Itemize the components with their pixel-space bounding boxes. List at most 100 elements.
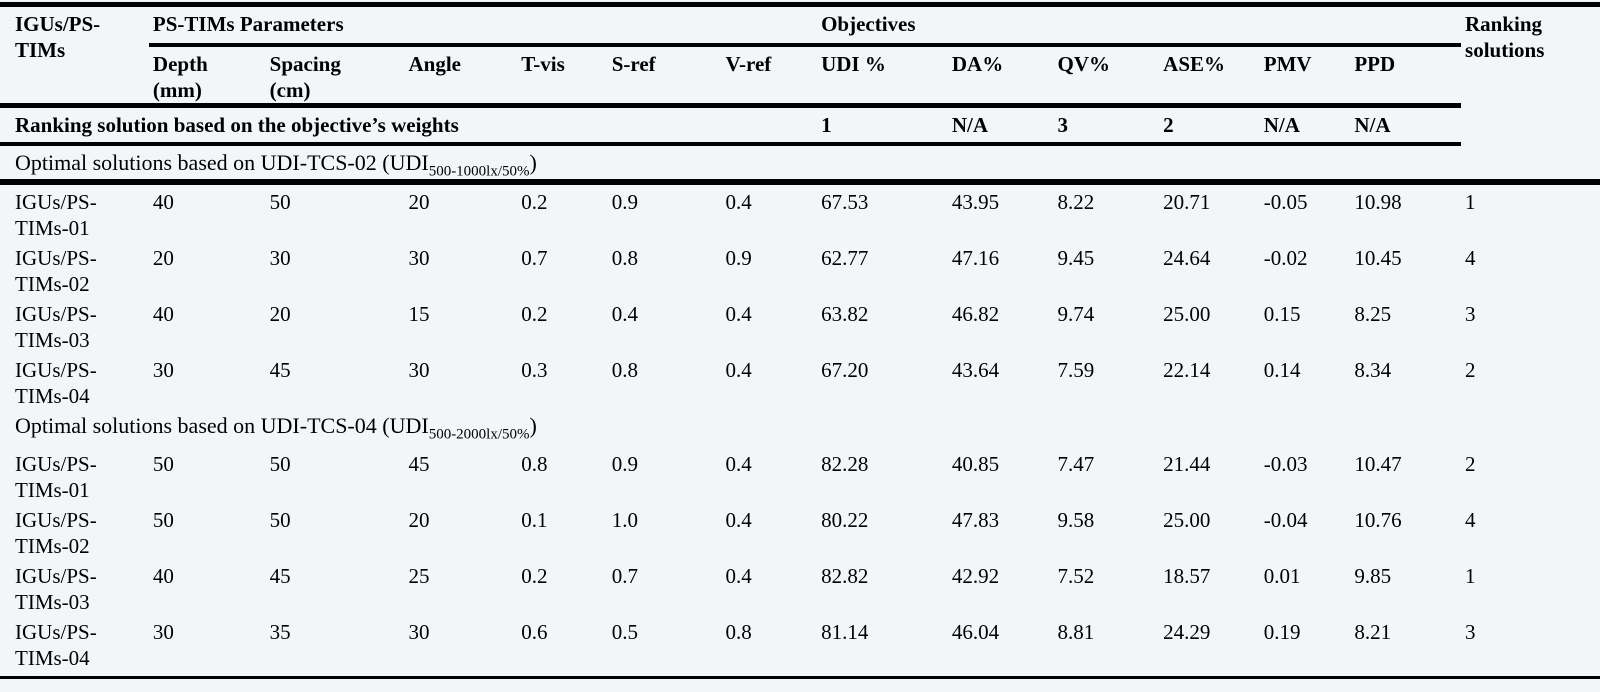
objective-value: 9.85 bbox=[1354, 564, 1392, 588]
param-value: 0.8 bbox=[611, 358, 638, 382]
param-value: 0.4 bbox=[725, 190, 752, 214]
objective-value: -0.05 bbox=[1263, 190, 1308, 214]
objective-value: 8.22 bbox=[1057, 190, 1095, 214]
param-value: 30 bbox=[408, 358, 430, 382]
param-value: 0.9 bbox=[611, 190, 638, 214]
param-value: 50 bbox=[269, 508, 291, 532]
weight-pmv: N/A bbox=[1259, 105, 1351, 146]
objective-value: 10.47 bbox=[1354, 452, 1402, 476]
rank-value: 3 bbox=[1465, 302, 1476, 326]
weights-row-ranking-spacer bbox=[1461, 105, 1600, 144]
param-value: 0.8 bbox=[721, 615, 818, 679]
rank-value: 2 bbox=[1465, 358, 1476, 382]
objective-value: 24.29 bbox=[1159, 615, 1260, 679]
row-name: IGUs/PS- TIMs-04 bbox=[15, 358, 97, 408]
col-header-t-vis: T-vis bbox=[517, 44, 608, 108]
header-row-groups: IGUs/PS- TIMs PS-TIMs Parameters Objecti… bbox=[0, 4, 1600, 108]
row-name: IGUs/PS- TIMs-03 bbox=[15, 564, 97, 614]
weight-qv: 3 bbox=[1053, 105, 1160, 146]
group-header-row: Optimal solutions based on UDI-TCS-02 (U… bbox=[0, 144, 1600, 185]
col-header-ase: ASE% bbox=[1159, 44, 1260, 108]
param-value: 40 bbox=[152, 302, 174, 326]
table-row: IGUs/PS- TIMs-03 40 20 15 0.2 0.4 0.4 63.82 46.8… bbox=[0, 297, 1600, 353]
objective-value: 10.76 bbox=[1354, 508, 1402, 532]
param-value: 0.5 bbox=[607, 615, 722, 679]
param-value: 20 bbox=[269, 302, 291, 326]
row-name: IGUs/PS- TIMs-01 bbox=[15, 452, 97, 502]
objective-value: 43.95 bbox=[951, 190, 1000, 214]
col-header-da: DA% bbox=[947, 44, 1054, 108]
weight-ase: 2 bbox=[1159, 105, 1260, 146]
objective-value: 0.01 bbox=[1263, 564, 1301, 588]
param-value: 25 bbox=[408, 564, 430, 588]
param-value: 50 bbox=[152, 508, 174, 532]
row-name: IGUs/PS- TIMs-04 bbox=[0, 615, 149, 679]
objective-value: -0.04 bbox=[1263, 508, 1308, 532]
weights-row-label: Ranking solution based on the objective’… bbox=[0, 105, 818, 146]
param-value: 0.2 bbox=[521, 302, 548, 326]
row-name: IGUs/PS- TIMs-01 bbox=[15, 190, 97, 240]
param-value: 30 bbox=[269, 246, 291, 270]
group-header: Optimal solutions based on UDI-TCS-04 (U… bbox=[15, 413, 537, 443]
objective-value: -0.03 bbox=[1263, 452, 1308, 476]
rank-value: 2 bbox=[1465, 452, 1476, 476]
objective-value: 7.59 bbox=[1057, 358, 1095, 382]
weight-udi: 1 bbox=[817, 105, 948, 146]
table-row: IGUs/PS- TIMs-03 40 45 25 0.2 0.7 0.4 82.82 42.9… bbox=[0, 559, 1600, 615]
param-value: 0.2 bbox=[521, 564, 548, 588]
param-value: 15 bbox=[408, 302, 430, 326]
table-row: IGUs/PS- TIMs-04 30 35 30 0.6 0.5 0.8 81.14 46.0… bbox=[0, 615, 1600, 679]
objective-value: 22.14 bbox=[1163, 358, 1211, 382]
param-value: 30 bbox=[148, 615, 266, 679]
param-value: 35 bbox=[265, 615, 405, 679]
objective-value: 7.52 bbox=[1057, 564, 1095, 588]
row-name: IGUs/PS- TIMs-02 bbox=[15, 246, 97, 296]
objective-value: 18.57 bbox=[1163, 564, 1211, 588]
objective-value: 62.77 bbox=[821, 246, 869, 270]
param-value: 30 bbox=[408, 246, 430, 270]
objective-value: 8.21 bbox=[1350, 615, 1462, 679]
param-value: 50 bbox=[269, 190, 291, 214]
header-row-columns: Depth (mm) Spacing (cm) Angle T-vis S-re… bbox=[0, 44, 1600, 108]
objective-value: 67.53 bbox=[821, 190, 869, 214]
objective-value: 8.81 bbox=[1053, 615, 1160, 679]
rank-value: 3 bbox=[1461, 615, 1600, 679]
param-value: 0.7 bbox=[521, 246, 548, 270]
table-row: IGUs/PS- TIMs-01 40 50 20 0.2 0.9 0.4 67.53 43.9… bbox=[0, 182, 1600, 241]
weight-da: N/A bbox=[947, 105, 1054, 146]
objective-value: 8.34 bbox=[1354, 358, 1392, 382]
table-row: IGUs/PS- TIMs-02 20 30 30 0.7 0.8 0.9 62.77 47.1… bbox=[0, 241, 1600, 297]
rank-value: 4 bbox=[1465, 246, 1476, 270]
param-value: 20 bbox=[408, 190, 430, 214]
param-value: 45 bbox=[269, 564, 291, 588]
param-value: 0.9 bbox=[725, 246, 752, 270]
col-group-ps-tims-parameters: PS-TIMs Parameters bbox=[148, 4, 818, 47]
rank-value: 1 bbox=[1465, 564, 1476, 588]
param-value: 40 bbox=[152, 190, 174, 214]
param-value: 0.4 bbox=[725, 452, 752, 476]
col-header-igus-ps-tims: IGUs/PS- TIMs bbox=[0, 4, 149, 108]
param-value: 0.4 bbox=[725, 508, 752, 532]
rank-value: 1 bbox=[1465, 190, 1476, 214]
param-value: 1.0 bbox=[611, 508, 638, 532]
param-value: 50 bbox=[269, 452, 291, 476]
objective-value: 8.25 bbox=[1354, 302, 1392, 326]
col-header-ppd: PPD bbox=[1350, 44, 1462, 108]
param-value: 0.2 bbox=[521, 190, 548, 214]
table-body: IGUs/PS- TIMs PS-TIMs Parameters Objecti… bbox=[0, 4, 1600, 679]
col-header-spacing: Spacing (cm) bbox=[265, 44, 405, 108]
col-header-s-ref: S-ref bbox=[607, 44, 722, 108]
objective-value: 42.92 bbox=[951, 564, 1000, 588]
param-value: 0.4 bbox=[725, 564, 752, 588]
param-value: 0.7 bbox=[611, 564, 638, 588]
objective-value: 46.04 bbox=[947, 615, 1054, 679]
col-header-v-ref: V-ref bbox=[721, 44, 818, 108]
objective-value: -0.02 bbox=[1263, 246, 1308, 270]
objective-value: 9.58 bbox=[1057, 508, 1095, 532]
param-value: 30 bbox=[404, 615, 518, 679]
objective-value: 47.83 bbox=[951, 508, 1000, 532]
param-value: 0.4 bbox=[725, 302, 752, 326]
objective-value: 67.20 bbox=[821, 358, 869, 382]
optimization-results-table: IGUs/PS- TIMs PS-TIMs Parameters Objecti… bbox=[0, 2, 1600, 679]
